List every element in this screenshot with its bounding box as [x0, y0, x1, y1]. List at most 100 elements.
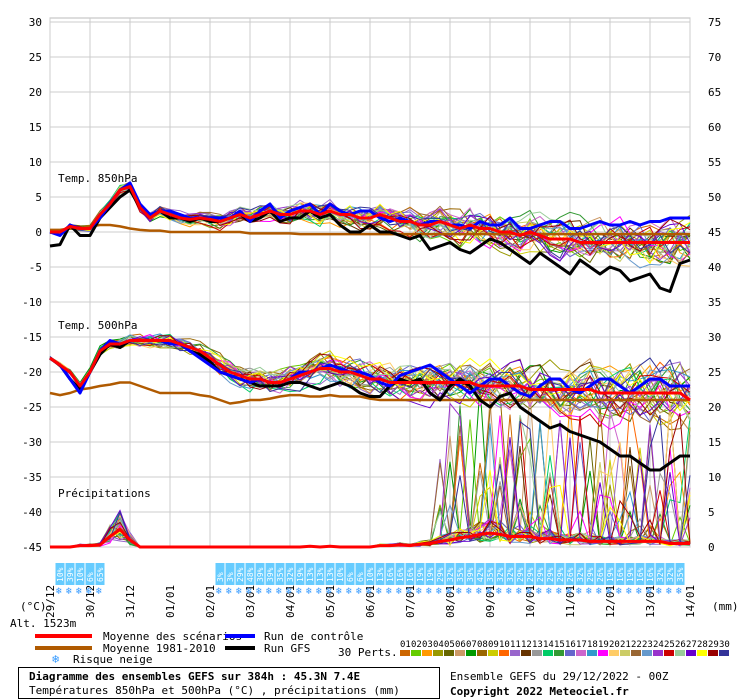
right-tick-label: 35 [708, 296, 721, 309]
snowflake-icon: ❄ [426, 586, 433, 597]
x-tick-label: 06/01 [364, 585, 377, 618]
snowflake-icon: ❄ [506, 586, 513, 597]
snow-risk-late-pct: 13% [326, 567, 335, 582]
right-tick-label: 20 [708, 401, 721, 414]
right-tick-label: 0 [708, 541, 715, 554]
perturbation-id: 22 [631, 640, 642, 650]
snow-risk-late-pct: 19% [426, 567, 435, 582]
snow-risk-late-pct: 29% [536, 567, 545, 582]
snow-risk-late-cell [555, 563, 565, 585]
snowflake-icon: ❄ [646, 586, 653, 597]
snowflake-icon: ❄ [606, 586, 613, 597]
snow-risk-late-cell [595, 563, 605, 585]
snow-risk-late-pct: 29% [526, 567, 535, 582]
snowflake-icon: ❄ [486, 586, 493, 597]
axis-ticks: 302520151050-5-10-15-20-25-30-35-40-4575… [22, 16, 721, 618]
legend-label-snow: Risque neige [73, 653, 152, 666]
perturbation-swatch [510, 650, 520, 656]
snow-risk-late-pct: 32% [656, 567, 665, 582]
snow-risk-late-pct: 6% [346, 572, 355, 582]
left-tick-label: 5 [35, 191, 42, 204]
snow-risk-late-pct: 39% [256, 567, 265, 582]
perturbation-swatch [455, 650, 465, 656]
perturbation-swatch [565, 650, 575, 656]
perturbation-swatch [620, 650, 630, 656]
perturbation-id: 18 [587, 640, 598, 650]
perturbation-swatch [642, 650, 652, 656]
snow-risk-late-pct: 6% [356, 572, 365, 582]
snow-risk-late-cell [505, 563, 515, 585]
x-tick-label: 09/01 [484, 585, 497, 618]
snow-risk-late-cell [365, 563, 375, 585]
altitude-label: Alt. 1523m [10, 617, 77, 630]
snowflake-icon: ❄ [236, 586, 243, 597]
snow-risk-late-pct: 10% [366, 567, 375, 582]
series-line-t850-1 [50, 223, 690, 236]
left-tick-label: -45 [22, 541, 42, 554]
snow-risk-late-pct: 26% [596, 567, 605, 582]
snowflake-icon: ❄ [576, 586, 583, 597]
snowflake-icon: ❄ [52, 652, 59, 666]
snow-risk-late-pct: 35% [456, 567, 465, 582]
snowflake-icon: ❄ [586, 586, 593, 597]
snowflake-icon: ❄ [246, 586, 253, 597]
perturbation-swatch [422, 650, 432, 656]
snow-risk-late-cell [245, 563, 255, 585]
snowflake-icon: ❄ [396, 586, 403, 597]
snow-risk-late-pct: 48% [246, 567, 255, 582]
snowflake-icon: ❄ [286, 586, 293, 597]
snowflake-icon: ❄ [526, 586, 533, 597]
snow-risk-late-cell [275, 563, 285, 585]
perturbation-legend: 01 02 03 04 05 06 07 08 09 10 11 12 13 14 15 16 17 18 19 20… [400, 640, 730, 656]
left-tick-label: 15 [29, 121, 42, 134]
perturbation-id: 26 [675, 640, 686, 650]
snow-risk-late-pct: 16% [396, 567, 405, 582]
snow-risk-late-cell [635, 563, 645, 585]
snow-risk-late-cell [585, 563, 595, 585]
snow-risk-late-pct: 13% [316, 567, 325, 582]
x-tick-label: 29/12 [44, 585, 57, 618]
left-tick-label: -15 [22, 331, 42, 344]
perturbation-id: 24 [653, 640, 664, 650]
snow-risk-late-cell [525, 563, 535, 585]
perturbations-label: 30 Perts. [338, 646, 398, 659]
snow-risk-early-pct: 10% [76, 567, 85, 582]
snowflake-icon: ❄ [386, 586, 393, 597]
snow-risk-late-cell [655, 563, 665, 585]
x-tick-label: 05/01 [324, 585, 337, 618]
snowflake-icon: ❄ [546, 586, 553, 597]
right-tick-label: 75 [708, 16, 721, 29]
snow-risk-late-cell [375, 563, 385, 585]
left-tick-label: -25 [22, 401, 42, 414]
legend-label-gfs: Run GFS [264, 642, 310, 655]
left-tick-label: -40 [22, 506, 42, 519]
snow-risk-late-cell [295, 563, 305, 585]
snow-risk-late-cell [215, 563, 225, 585]
snow-risk-late-cell [265, 563, 275, 585]
snowflake-icon: ❄ [466, 586, 473, 597]
left-tick-label: 25 [29, 51, 42, 64]
snow-risk-early-pct: 10% [56, 567, 65, 582]
perturbation-swatch [631, 650, 641, 656]
snow-risk-late-pct: 13% [376, 567, 385, 582]
right-tick-label: 30 [708, 331, 721, 344]
snow-risk-early-cell [95, 563, 105, 585]
perturbation-line-t850 [49, 182, 691, 265]
snowflake-icon: ❄ [676, 586, 683, 597]
snow-risk-late-cell [285, 563, 295, 585]
snow-risk-early-pct: 6% [86, 572, 95, 582]
series-line-t500-0 [49, 339, 691, 402]
snowflake-icon: ❄ [56, 586, 63, 597]
section-label-t500: Temp. 500hPa [58, 319, 137, 332]
perturbation-id: 28 [697, 640, 708, 650]
snow-risk-late-pct: 19% [416, 567, 425, 582]
snowflake-icon: ❄ [616, 586, 623, 597]
perturbation-line-t500 [49, 334, 691, 430]
perturbation-swatch [675, 650, 685, 656]
x-tick-label: 07/01 [404, 585, 417, 618]
snow-risk-late-pct: 35% [276, 567, 285, 582]
snow-risk-late-pct: 35% [676, 567, 685, 582]
snow-risk-late-cell [325, 563, 335, 585]
snow-risk-late-pct: 19% [296, 567, 305, 582]
